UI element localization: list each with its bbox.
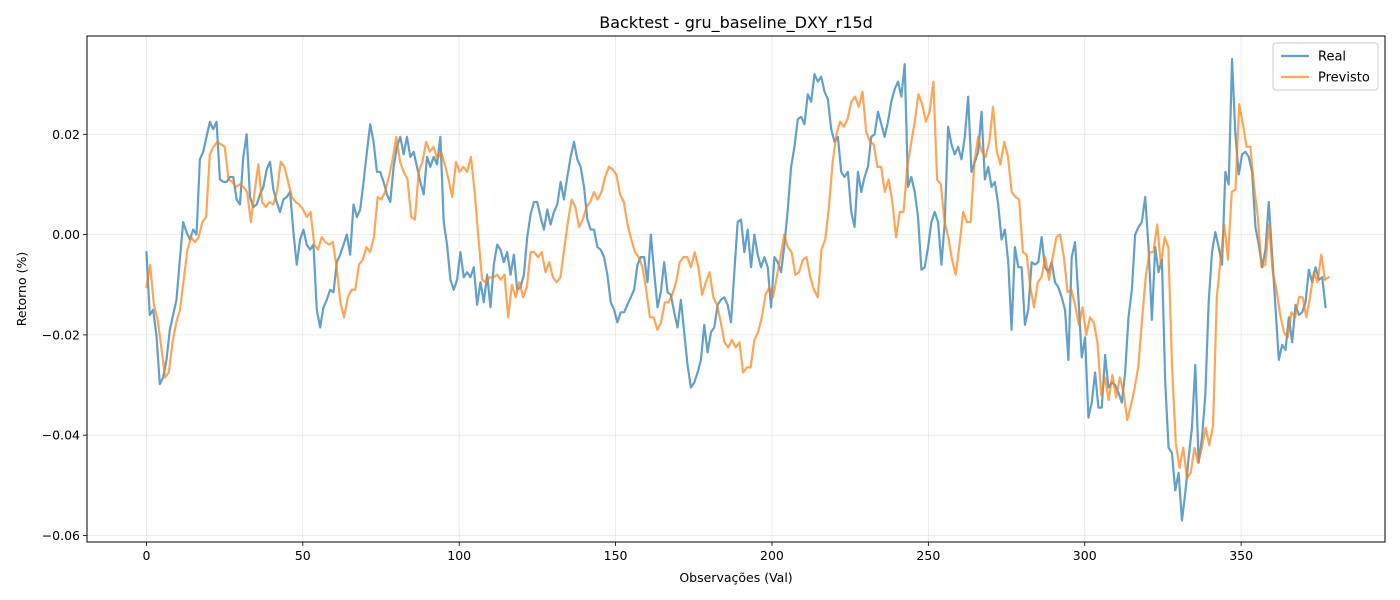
x-tick-label: 250	[916, 548, 940, 563]
series-line-previsto	[145, 80, 1330, 479]
plot-frame	[86, 35, 1386, 543]
legend-box	[1272, 42, 1379, 91]
x-tick-label: 200	[760, 548, 784, 563]
x-tick-label: 300	[1073, 548, 1097, 563]
y-tick-label: 0.02	[52, 127, 80, 142]
x-tick-label: 50	[295, 548, 311, 563]
legend-label-real: Real	[1318, 50, 1346, 65]
y-axis-label: Retorno (%)	[14, 252, 29, 326]
y-tick-label: −0.06	[42, 528, 80, 543]
y-tick-label: −0.04	[42, 428, 80, 443]
y-tick-label: −0.02	[42, 327, 80, 342]
chart-title: Backtest - gru_baseline_DXY_r15d	[599, 13, 873, 33]
series-lines	[145, 57, 1330, 522]
x-tick-label: 0	[142, 548, 150, 563]
series-line-real	[145, 57, 1327, 522]
y-tick-label: 0.00	[52, 227, 80, 242]
legend: Real Previsto	[1272, 42, 1379, 91]
x-axis-label: Observações (Val)	[679, 570, 792, 585]
x-tick-label: 100	[447, 548, 471, 563]
legend-label-previsto: Previsto	[1318, 71, 1370, 86]
axis-ticks: 0 50 100 150 200 250 300 350 −0.06 −0.04 −0.02 0.00…	[42, 127, 1253, 563]
x-tick-label: 350	[1229, 548, 1253, 563]
x-tick-label: 150	[604, 548, 628, 563]
